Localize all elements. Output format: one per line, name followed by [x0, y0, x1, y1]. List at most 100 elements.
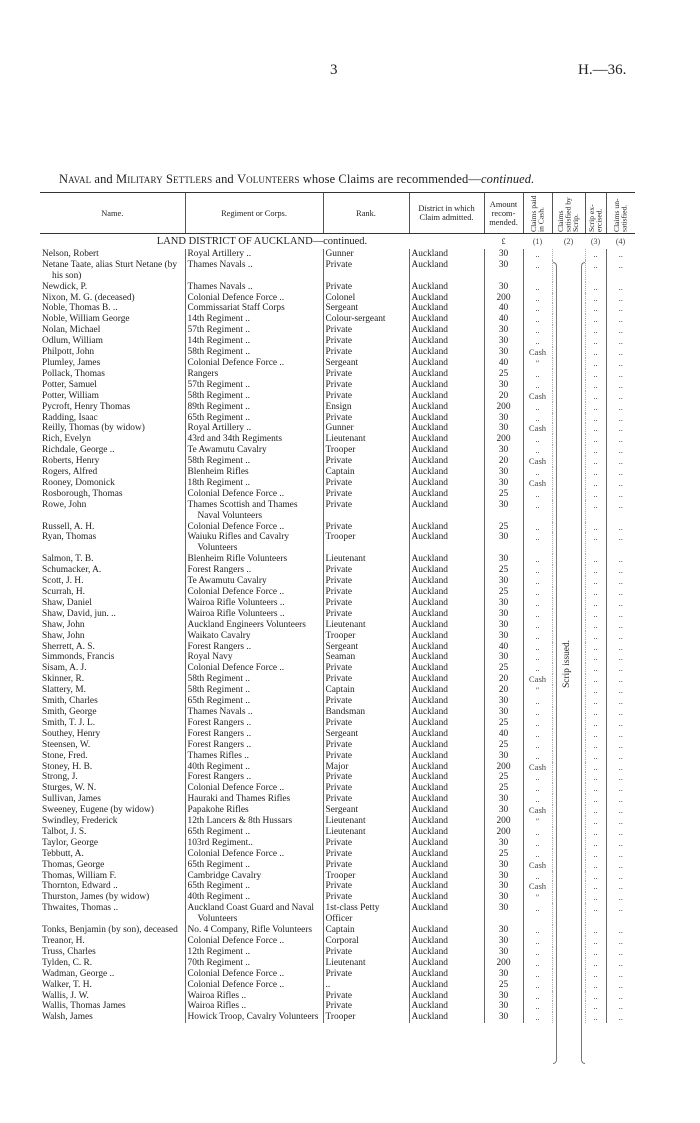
cell-rank: Private [322, 587, 409, 598]
cell-name: Strong, J. [42, 772, 78, 783]
cell-c4: .. [605, 292, 635, 304]
cell-c3: .. [584, 368, 606, 380]
cell-district: Auckland [408, 292, 484, 304]
cell-regiment: Colonial Defence Force .. [184, 488, 323, 500]
cell-district: Auckland [408, 674, 484, 686]
cell-regiment: Blenheim Rifles [184, 467, 323, 478]
cell-regiment: Wairoa Rifles .. [184, 990, 323, 1002]
cell-name: Taylor, George [42, 837, 99, 848]
table-row: Smith, Charles 65th Regiment .. Private Auc… [40, 696, 635, 707]
cell-name: Slattery, M. [42, 685, 86, 696]
table-row: Rogers, Alfred Blenheim Rifles Captain Auck… [40, 467, 635, 478]
cell-c4: .. [605, 750, 635, 762]
cell-c3: .. [584, 325, 606, 337]
cell-regiment: Cambridge Cavalry [184, 870, 323, 882]
cell-rank: Private [322, 379, 409, 391]
cell-c1: Cash [522, 390, 552, 402]
cell-c4: .. [605, 816, 635, 827]
cell-name: Walsh, James [42, 1012, 93, 1023]
cell-name: Thornton, Edward .. [42, 881, 118, 892]
cell-rank: Private [322, 783, 409, 795]
cell-name: Stone, Fred. [42, 750, 88, 761]
cell-amount: 200 [483, 826, 523, 838]
table-row: Smith, T. J. L. Forest Rangers .. Private A… [40, 717, 635, 729]
cell-c3: .. [584, 303, 606, 315]
cell-name: Netane Taate, alias Sturt Netane (by his… [42, 259, 178, 281]
cell-c2 [551, 957, 585, 969]
cell-c1: .. [522, 870, 552, 882]
header-scrip-exercised: Scrip ex-ercised. [584, 192, 606, 234]
cell-c1: .. [522, 303, 552, 315]
cell-c3: .. [584, 663, 606, 675]
cell-rank: Private [322, 772, 409, 784]
cell-rank: Private [322, 608, 409, 620]
header-district: District in which Claim admitted. [408, 192, 484, 234]
cell-name: Tebbutt, A. [42, 848, 84, 859]
cell-district: Auckland [408, 936, 484, 947]
table-row: Scurrah, H. Colonial Defence Force .. Priv… [40, 587, 635, 598]
cell-c4: .. [605, 881, 635, 893]
cell-regiment: Colonial Defence Force .. [184, 783, 323, 795]
cell-rank: Private [322, 837, 409, 849]
cell-c4: .. [605, 565, 635, 577]
cell-regiment: Te Awamutu Cavalry [184, 445, 323, 457]
cell-amount: 30 [483, 281, 523, 293]
cell-c1: .. [522, 488, 552, 500]
cell-rank: Private [322, 881, 409, 893]
cell-rank: Private [322, 674, 409, 686]
cell-c1: Cash [522, 859, 552, 871]
cell-c4: .. [605, 870, 635, 882]
cell-name: Thurston, James (by widow) [42, 892, 150, 903]
cell-amount: 30 [483, 706, 523, 718]
table-row: Netane Taate, alias Sturt Netane (by his… [40, 259, 635, 282]
cell-c4: .. [605, 728, 635, 740]
cell-c1: .. [522, 619, 552, 631]
cell-c2 [551, 259, 585, 282]
cell-regiment: 89th Regiment .. [184, 401, 323, 413]
cell-c3: .. [584, 456, 606, 468]
cell-c4: .. [605, 379, 635, 391]
cell-district: Auckland [408, 423, 484, 435]
cell-c1: .. [522, 837, 552, 849]
cell-c4: .. [605, 347, 635, 358]
cell-c4: .. [605, 477, 635, 489]
table-row: Steensen, W. Forest Rangers .. Private Auck… [40, 739, 635, 751]
cell-c1: .. [522, 641, 552, 653]
cell-c1: .. [522, 968, 552, 980]
cell-regiment: 18th Regiment .. [184, 477, 323, 489]
cell-c3: .. [584, 859, 606, 871]
cell-c3: .. [584, 816, 606, 827]
cell-rank: Private [322, 488, 409, 500]
cell-c3: .. [584, 979, 606, 991]
cell-c3: .. [584, 477, 606, 489]
cell-c2 [551, 630, 585, 642]
cell-c4: .. [605, 826, 635, 838]
cell-district: Auckland [408, 467, 484, 478]
cell-rank: Gunner [322, 423, 409, 435]
cell-district: Auckland [408, 390, 484, 402]
cell-c1: .. [522, 368, 552, 380]
cell-district: Auckland [408, 717, 484, 729]
table-row: Plumley, James Colonial Defence Force .. S… [40, 357, 635, 369]
cell-regiment: Colonial Defence Force .. [184, 292, 323, 304]
cell-c2 [551, 390, 585, 402]
cell-c2 [551, 717, 585, 729]
cell-c3: .. [584, 619, 606, 631]
cell-district: Auckland [408, 783, 484, 795]
cell-rank: Sergeant [322, 303, 409, 315]
cell-c4: .. [605, 685, 635, 697]
cell-c1: ″ [522, 816, 552, 827]
cell-rank: Private [322, 390, 409, 402]
cell-c1: .. [522, 696, 552, 707]
table-row: Ryan, Thomas Waiuku Rifles and Cavalry Vo… [40, 532, 635, 555]
cell-amount: 30 [483, 936, 523, 947]
cell-amount: 30 [483, 946, 523, 958]
cell-regiment: No. 4 Company, Rifle Volunteers [184, 925, 323, 936]
cell-c3: .. [584, 554, 606, 566]
cell-regiment: Rangers [184, 368, 323, 380]
cell-regiment: Colonial Defence Force .. [184, 357, 323, 369]
cell-c2 [551, 696, 585, 707]
cell-c3: .. [584, 750, 606, 762]
cell-district: Auckland [408, 1001, 484, 1013]
cell-c3: .. [584, 957, 606, 969]
